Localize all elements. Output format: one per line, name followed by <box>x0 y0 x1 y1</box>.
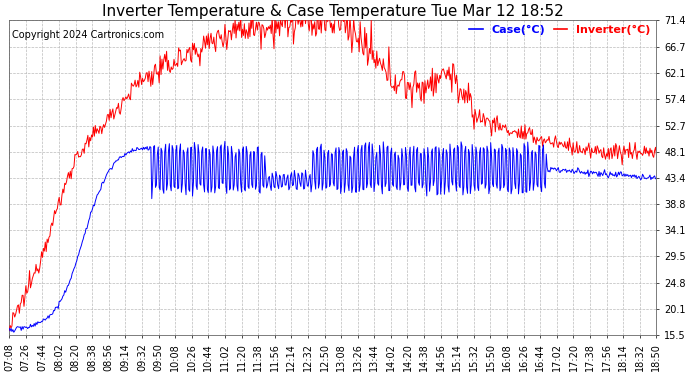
Legend: Case(°C), Inverter(°C): Case(°C), Inverter(°C) <box>465 20 655 39</box>
Title: Inverter Temperature & Case Temperature Tue Mar 12 18:52: Inverter Temperature & Case Temperature … <box>102 4 564 19</box>
Text: Copyright 2024 Cartronics.com: Copyright 2024 Cartronics.com <box>12 30 164 40</box>
